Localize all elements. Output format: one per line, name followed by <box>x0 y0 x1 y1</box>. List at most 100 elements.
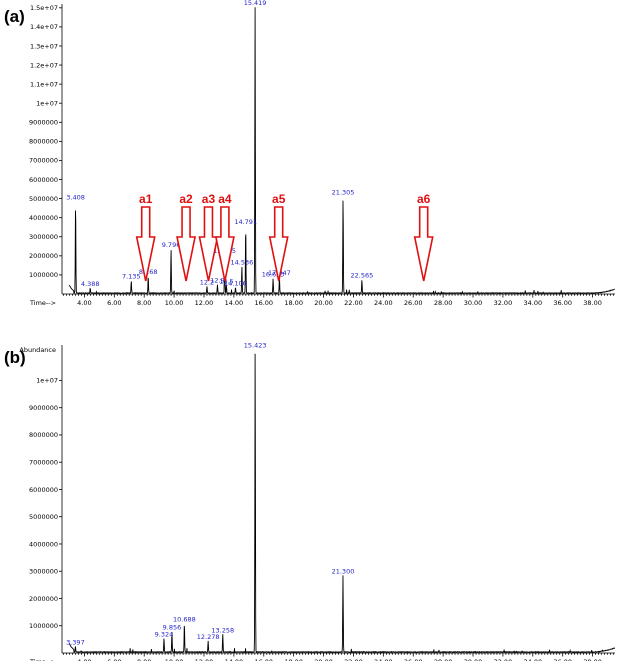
y-tick-label: 1e+07 <box>36 100 58 108</box>
peak-label: 12.9 <box>210 276 224 284</box>
x-tick-label: 4.00 <box>77 658 91 661</box>
x-tick-label: 16.00 <box>254 299 273 307</box>
annotation-label: a4 <box>218 192 232 206</box>
annotation-arrow <box>268 206 289 282</box>
y-tick-label: 7000000 <box>29 459 58 467</box>
y-tick-label: 3000000 <box>29 233 58 241</box>
peak-label: 21.300 <box>332 568 355 576</box>
x-tick-label: 20.00 <box>314 658 333 661</box>
x-tick-label: 18.00 <box>284 658 303 661</box>
x-tick-label: 12.00 <box>195 658 214 661</box>
y-tick-label: 6000000 <box>29 176 58 184</box>
y-tick-label: 1000000 <box>29 271 58 279</box>
x-axis-label: Time--> <box>29 299 56 307</box>
annotation-label: a5 <box>272 192 286 206</box>
annotation-arrow <box>176 206 197 282</box>
y-tick-label: 1000000 <box>29 622 58 630</box>
y-tick-label: 1.3e+07 <box>30 42 58 50</box>
x-tick-label: 18.00 <box>284 299 303 307</box>
x-tick-label: 4.00 <box>77 299 91 307</box>
x-tick-label: 14.00 <box>225 658 244 661</box>
x-tick-label: 34.00 <box>523 658 542 661</box>
x-tick-label: 10.00 <box>165 658 184 661</box>
x-tick-label: 14.00 <box>225 299 244 307</box>
y-tick-label: 1.5e+07 <box>30 4 58 12</box>
x-tick-label: 22.00 <box>344 299 363 307</box>
y-tick-label: 1.4e+07 <box>30 23 58 31</box>
x-tick-label: 10.00 <box>165 299 184 307</box>
x-tick-label: 20.00 <box>314 299 333 307</box>
chromatogram-panel-b: (b)Abundance 1000000 2000000 3000000 4000000… <box>4 341 616 661</box>
peak-label: 9.856 <box>163 624 182 632</box>
x-axis-label: Time--> <box>29 658 56 661</box>
peak-label: 7.135 <box>122 273 141 281</box>
peak-label: 13.5 <box>219 277 233 285</box>
x-tick-label: 38.00 <box>583 658 602 661</box>
y-tick-label: 1.1e+07 <box>30 80 58 88</box>
chromatogram-trace <box>69 353 616 654</box>
peak-label: 14.791 <box>234 218 257 226</box>
y-tick-label: 9000000 <box>29 119 58 127</box>
y-tick-label: 5000000 <box>29 195 58 203</box>
peak-label: 4.388 <box>81 280 100 288</box>
annotation-label: a1 <box>139 192 153 206</box>
x-tick-label: 16.00 <box>254 658 273 661</box>
peak-label: 14.106 <box>224 279 247 287</box>
annotation-arrow <box>135 206 156 282</box>
chromatogram-trace <box>69 7 615 295</box>
panel-label: (a) <box>4 7 25 26</box>
x-tick-label: 30.00 <box>464 299 483 307</box>
x-tick-label: 36.00 <box>553 299 572 307</box>
y-axis-label: Abundance <box>19 346 56 354</box>
y-tick-label: 2000000 <box>29 595 58 603</box>
y-tick-label: 4000000 <box>29 214 58 222</box>
y-tick-label: 1e+07 <box>36 377 58 385</box>
x-tick-label: 24.00 <box>374 658 393 661</box>
annotation-label: a3 <box>202 192 216 206</box>
annotation-label: a2 <box>179 192 193 206</box>
peak-label: 3.397 <box>66 639 85 647</box>
x-tick-label: 38.00 <box>583 299 602 307</box>
x-tick-label: 26.00 <box>404 299 423 307</box>
peak-label: 9.796 <box>162 241 181 249</box>
x-tick-label: 8.00 <box>137 299 151 307</box>
x-tick-label: 28.00 <box>434 299 453 307</box>
x-tick-label: 32.00 <box>494 299 513 307</box>
peak-label: 15.423 <box>244 341 267 349</box>
annotation-arrow <box>214 206 235 282</box>
annotation-arrow <box>413 206 434 282</box>
y-tick-label: 2000000 <box>29 252 58 260</box>
x-tick-label: 36.00 <box>553 658 572 661</box>
peak-label: 22.565 <box>351 272 374 280</box>
peak-label: 16.623 <box>262 271 285 279</box>
x-tick-label: 24.00 <box>374 299 393 307</box>
x-tick-label: 34.00 <box>523 299 542 307</box>
annotation-arrow <box>198 206 219 282</box>
y-tick-label: 3000000 <box>29 568 58 576</box>
peak-label: 12.278 <box>197 633 220 641</box>
chromatogram-panel-a: (a) 1000000 2000000 3000000 4000000 5000000 60… <box>4 0 615 307</box>
peak-label: 9.324 <box>155 630 174 638</box>
x-tick-label: 26.00 <box>404 658 423 661</box>
x-tick-label: 6.00 <box>107 658 121 661</box>
peak-label: 21.305 <box>332 189 355 197</box>
x-tick-label: 8.00 <box>137 658 151 661</box>
y-tick-label: 8000000 <box>29 431 58 439</box>
y-tick-label: 8000000 <box>29 138 58 146</box>
peak-label: 10.688 <box>173 615 196 623</box>
x-tick-label: 22.00 <box>344 658 363 661</box>
peak-label: 13.258 <box>211 626 234 634</box>
peak-label: 15.419 <box>244 0 267 7</box>
x-tick-label: 12.00 <box>195 299 214 307</box>
y-tick-label: 6000000 <box>29 486 58 494</box>
y-tick-label: 9000000 <box>29 404 58 412</box>
annotation-label: a6 <box>417 192 431 206</box>
peak-label: 14.536 <box>231 258 254 266</box>
peak-label: 3.408 <box>66 193 85 201</box>
y-tick-label: 7000000 <box>29 157 58 165</box>
x-tick-label: 28.00 <box>434 658 453 661</box>
x-tick-label: 30.00 <box>464 658 483 661</box>
x-tick-label: 6.00 <box>107 299 121 307</box>
y-tick-label: 1.2e+07 <box>30 61 58 69</box>
